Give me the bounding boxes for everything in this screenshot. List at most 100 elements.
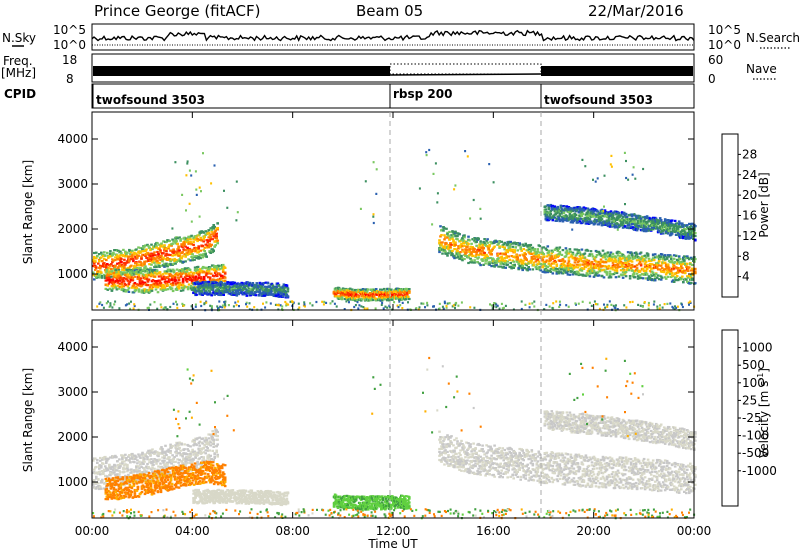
scatter-cell bbox=[233, 281, 237, 284]
scatter-cell bbox=[498, 245, 501, 248]
scatter-cell bbox=[408, 297, 411, 301]
scatter-cell bbox=[653, 253, 657, 256]
scatter-cell bbox=[213, 245, 216, 248]
scatter-cell bbox=[167, 280, 171, 284]
cpid-seg-2: twofsound 3503 bbox=[544, 93, 653, 107]
scatter-cell bbox=[467, 235, 470, 238]
scatter-cell bbox=[624, 275, 628, 278]
nsearch-tick-top: 10^5 bbox=[708, 23, 741, 37]
scatter-cell bbox=[137, 254, 140, 257]
scatter-cell bbox=[282, 288, 286, 291]
freq-panel: Freq. [MHz] 18 8 60 0 Nave bbox=[1, 53, 777, 86]
scatter-cell bbox=[256, 287, 260, 290]
scatter-cell bbox=[234, 289, 238, 292]
scatter-cell bbox=[165, 262, 168, 265]
scatter-cell bbox=[213, 279, 217, 282]
scatter-cell bbox=[129, 271, 133, 275]
scatter-cell bbox=[252, 287, 256, 290]
scatter-cell bbox=[516, 258, 519, 261]
scatter-cell bbox=[690, 281, 693, 284]
scatter-cell bbox=[173, 275, 177, 278]
scatter-cell bbox=[358, 298, 362, 301]
scatter-cell bbox=[204, 289, 207, 292]
scatter-cell bbox=[148, 246, 151, 249]
scatter-cell bbox=[363, 298, 367, 301]
scatter-cell bbox=[153, 280, 157, 283]
scatter-cell bbox=[379, 288, 382, 291]
scatter-cell bbox=[127, 290, 131, 293]
scatter-cell bbox=[164, 264, 167, 267]
scatter-cell bbox=[634, 177, 637, 180]
scatter-cell bbox=[687, 269, 690, 272]
scatter-cell bbox=[114, 276, 118, 279]
scatter-cell bbox=[386, 294, 389, 297]
scatter-cell bbox=[184, 272, 188, 275]
cpid-label: CPID bbox=[4, 87, 36, 101]
scatter-cell bbox=[116, 276, 120, 279]
scatter-cell bbox=[473, 247, 476, 251]
scatter-cell bbox=[134, 255, 137, 258]
scatter-cell bbox=[286, 290, 290, 293]
scatter-cell bbox=[169, 253, 172, 257]
scatter-cell bbox=[112, 271, 116, 275]
scatter-cell bbox=[544, 208, 548, 211]
nsky-tick-top: 10^5 bbox=[53, 23, 86, 37]
scatter-cell bbox=[485, 259, 488, 262]
scatter-cell bbox=[484, 262, 487, 265]
scatter-cell bbox=[173, 250, 176, 253]
scatter-cell bbox=[202, 278, 206, 281]
scatter-cell bbox=[155, 269, 159, 273]
scatter-cell bbox=[666, 275, 670, 278]
scatter-cell bbox=[139, 266, 142, 270]
scatter-cell bbox=[163, 265, 166, 268]
scatter-cell bbox=[674, 254, 678, 257]
scatter-cell bbox=[126, 289, 130, 292]
scatter-cell bbox=[451, 250, 454, 253]
scatter-cell bbox=[118, 262, 121, 265]
scatter-cell bbox=[141, 253, 144, 256]
scatter-cell bbox=[647, 301, 650, 305]
scatter-cell bbox=[483, 251, 486, 255]
freq-tick-top: 18 bbox=[62, 53, 77, 67]
scatter-cell bbox=[110, 275, 113, 278]
scatter-cell bbox=[191, 259, 194, 262]
scatter-cell bbox=[211, 289, 214, 292]
scatter-cell bbox=[122, 272, 125, 275]
scatter-cell bbox=[144, 254, 147, 257]
scatter-cell bbox=[354, 292, 358, 295]
scatter-cell bbox=[116, 281, 120, 284]
scatter-cell bbox=[111, 287, 115, 290]
scatter-cell bbox=[168, 279, 172, 282]
scatter-cell bbox=[109, 250, 112, 253]
scatter-cell bbox=[162, 284, 166, 287]
scatter-cell bbox=[186, 248, 189, 251]
scatter-cell bbox=[446, 254, 449, 257]
scatter-cell bbox=[638, 270, 642, 273]
scatter-cell bbox=[103, 273, 106, 276]
scatter-cell bbox=[635, 253, 639, 256]
scatter-cell bbox=[150, 289, 154, 292]
scatter-cell bbox=[225, 288, 228, 291]
scatter-cell bbox=[245, 294, 249, 297]
scatter-cell bbox=[659, 219, 663, 222]
scatter-cell bbox=[118, 258, 121, 261]
scatter-cell bbox=[163, 287, 167, 290]
scatter-cell bbox=[184, 245, 187, 248]
scatter-cell bbox=[377, 292, 381, 295]
scatter-cell bbox=[483, 238, 486, 241]
scatter-cell bbox=[203, 287, 207, 290]
scatter-cell bbox=[402, 294, 405, 297]
scatter-cell bbox=[192, 243, 195, 246]
scatter-cell bbox=[106, 263, 109, 266]
scatter-cell bbox=[229, 283, 233, 286]
scatter-cell bbox=[217, 264, 221, 267]
cpid-seg-1: rbsp 200 bbox=[393, 87, 452, 101]
scatter-cell bbox=[189, 240, 192, 244]
scatter-cell bbox=[103, 262, 106, 265]
scatter-cell bbox=[215, 274, 219, 277]
scatter-cell bbox=[96, 254, 99, 257]
scatter-cell bbox=[601, 249, 605, 252]
scatter-cell bbox=[439, 225, 442, 228]
scatter-cell bbox=[528, 268, 531, 271]
scatter-cell bbox=[336, 289, 340, 292]
